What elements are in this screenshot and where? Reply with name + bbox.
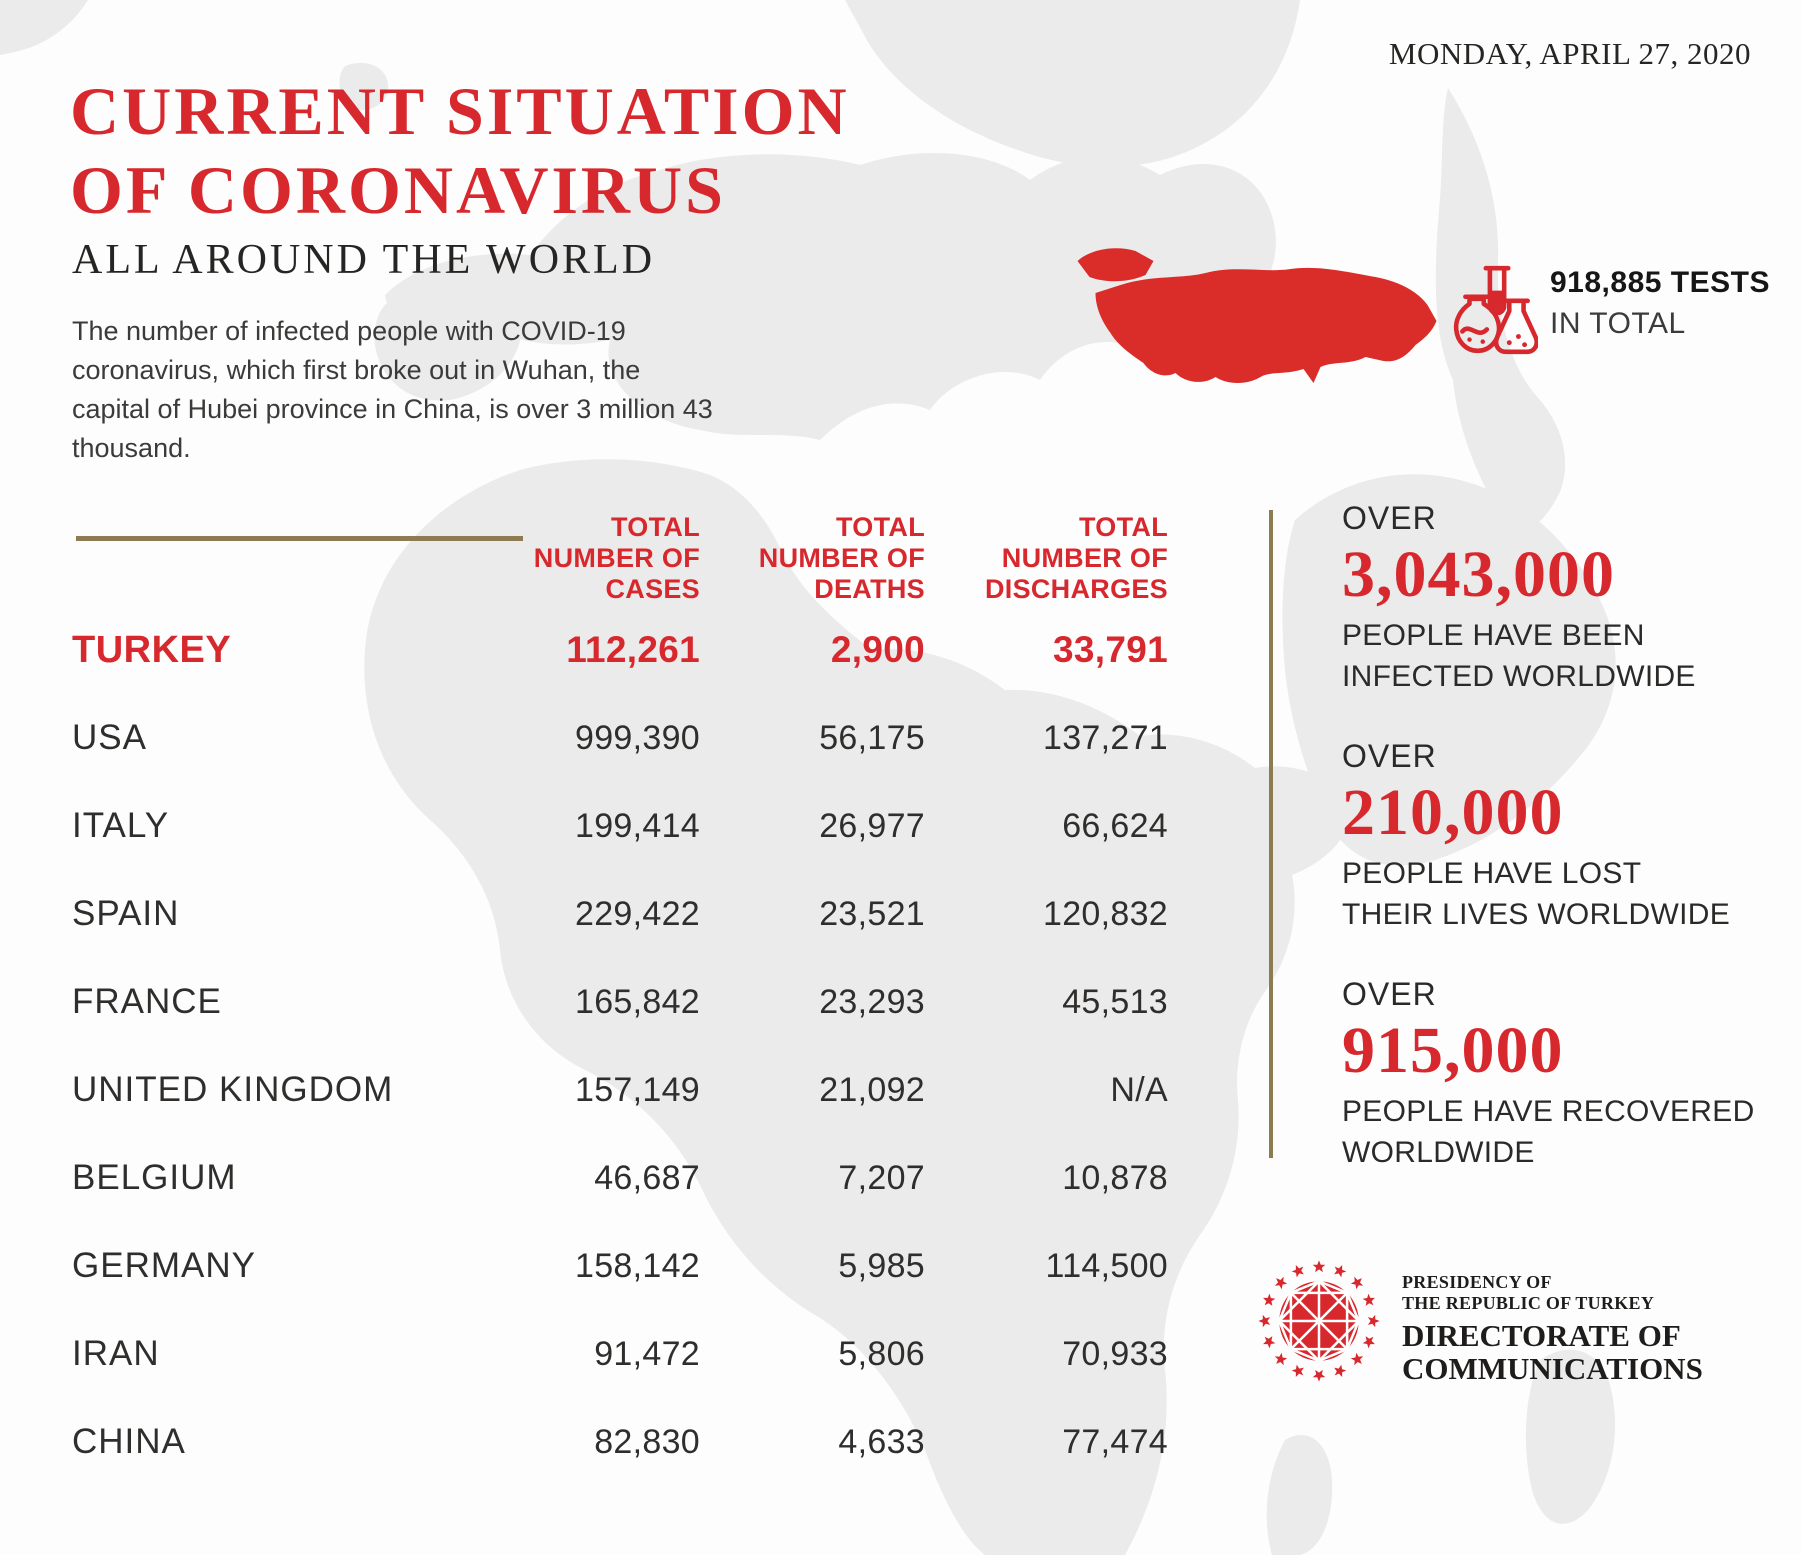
discharges-value: N/A: [1110, 1070, 1168, 1109]
turkey-map: [1077, 248, 1437, 383]
tests-label: IN TOTAL: [1550, 307, 1686, 340]
page-title-line2: OF CORONAVIRUS: [70, 152, 726, 228]
logo-communications-line: COMMUNICATIONS: [1402, 1351, 1703, 1386]
discharges-value: 114,500: [1045, 1246, 1168, 1285]
deaths-value: 7,207: [838, 1158, 925, 1197]
cases-value: 165,842: [574, 982, 700, 1021]
country-name: GERMANY: [72, 1246, 256, 1285]
deaths-value: 2,900: [830, 629, 925, 670]
gold-vertical-rule: [1269, 510, 1273, 1158]
discharges-value: 120,832: [1042, 894, 1168, 933]
discharges-value: 137,271: [1042, 718, 1168, 757]
country-name: BELGIUM: [72, 1158, 237, 1197]
table-header: TOTAL NUMBER OF CASES TOTAL NUMBER OF DE…: [72, 512, 1168, 612]
lab-tests-icon: [1453, 265, 1538, 355]
deaths-value: 5,806: [838, 1334, 925, 1373]
intro-paragraph: The number of infected people with COVID…: [72, 316, 713, 463]
discharges-value: 70,933: [1062, 1334, 1168, 1373]
logo-text: PRESIDENCY OF THE REPUBLIC OF TURKEY DIR…: [1402, 1272, 1703, 1385]
deaths-value: 21,092: [819, 1070, 925, 1109]
stat-description: PEOPLE HAVE RECOVERED WORLDWIDE: [1342, 1095, 1755, 1169]
country-name: UNITED KINGDOM: [72, 1070, 394, 1109]
country-name: SPAIN: [72, 894, 180, 933]
logo-directorate-line: DIRECTORATE OF: [1402, 1318, 1681, 1353]
logo-republic-line: THE REPUBLIC OF TURKEY: [1402, 1293, 1655, 1313]
tests-total: 918,885 TESTS IN TOTAL: [1550, 266, 1770, 341]
cases-value: 157,149: [574, 1070, 700, 1109]
table-row: FRANCE 165,842 23,293 45,513: [72, 958, 1168, 1046]
table-row: TURKEY 112,261 2,900 33,791: [72, 606, 1168, 694]
table-row: IRAN 91,472 5,806 70,933: [72, 1310, 1168, 1398]
table-row: BELGIUM 46,687 7,207 10,878: [72, 1134, 1168, 1222]
discharges-value: 10,878: [1062, 1158, 1168, 1197]
table-rows: TURKEY 112,261 2,900 33,791 USA 999,390 …: [72, 606, 1168, 1486]
cases-value: 46,687: [594, 1158, 700, 1197]
cases-value: 82,830: [594, 1422, 700, 1461]
gold-divider-line: [76, 536, 523, 541]
table-row: USA 999,390 56,175 137,271: [72, 694, 1168, 782]
header-deaths: TOTAL NUMBER OF DEATHS: [758, 512, 925, 604]
presidency-emblem: [1258, 1260, 1380, 1382]
stat-value: 3,043,000: [1342, 538, 1615, 611]
stat-description: PEOPLE HAVE BEEN INFECTED WORLDWIDE: [1342, 619, 1696, 693]
table-row: ITALY 199,414 26,977 66,624: [72, 782, 1168, 870]
deaths-value: 23,521: [819, 894, 925, 933]
table-row: GERMANY 158,142 5,985 114,500: [72, 1222, 1168, 1310]
cases-value: 229,422: [574, 894, 700, 933]
cases-value: 999,390: [574, 718, 700, 757]
stat-deaths: OVER 210,000 PEOPLE HAVE LOST THEIR LIVE…: [1342, 738, 1782, 935]
country-name: CHINA: [72, 1422, 186, 1461]
deaths-value: 5,985: [838, 1246, 925, 1285]
tests-value: 918,885 TESTS: [1550, 266, 1770, 299]
stat-description: PEOPLE HAVE LOST THEIR LIVES WORLDWIDE: [1342, 857, 1731, 931]
deaths-value: 26,977: [819, 806, 925, 845]
deaths-value: 56,175: [819, 718, 925, 757]
country-name: FRANCE: [72, 982, 222, 1021]
page-title: CURRENT SITUATION OF CORONAVIRUS: [70, 72, 850, 230]
stat-infected: OVER 3,043,000 PEOPLE HAVE BEEN INFECTED…: [1342, 500, 1782, 697]
page-subtitle: ALL AROUND THE WORLD: [72, 237, 656, 283]
cases-value: 112,261: [566, 629, 700, 670]
cases-value: 199,414: [574, 806, 700, 845]
country-name: IRAN: [72, 1334, 160, 1373]
stat-over-label: OVER: [1342, 500, 1437, 536]
header-cases: TOTAL NUMBER OF CASES: [533, 512, 700, 604]
logo-presidency-line: PRESIDENCY OF: [1402, 1272, 1552, 1292]
table-row: SPAIN 229,422 23,521 120,832: [72, 870, 1168, 958]
stat-over-label: OVER: [1342, 976, 1437, 1012]
deaths-value: 23,293: [819, 982, 925, 1021]
discharges-value: 66,624: [1062, 806, 1168, 845]
page-title-line1: CURRENT SITUATION: [70, 73, 850, 149]
country-name: USA: [72, 718, 147, 757]
date: MONDAY, APRIL 27, 2020: [1388, 36, 1751, 71]
discharges-value: 33,791: [1053, 629, 1168, 670]
table-row: UNITED KINGDOM 157,149 21,092 N/A: [72, 1046, 1168, 1134]
deaths-value: 4,633: [838, 1422, 925, 1461]
country-name: TURKEY: [72, 628, 232, 671]
country-name: ITALY: [72, 806, 170, 845]
cases-value: 158,142: [574, 1246, 700, 1285]
table-row: CHINA 82,830 4,633 77,474: [72, 1398, 1168, 1486]
stat-over-label: OVER: [1342, 738, 1437, 774]
header-discharges: TOTAL NUMBER OF DISCHARGES: [984, 512, 1168, 604]
stat-value: 210,000: [1342, 776, 1564, 849]
cases-value: 91,472: [594, 1334, 700, 1373]
stat-recovered: OVER 915,000 PEOPLE HAVE RECOVERED WORLD…: [1342, 976, 1782, 1173]
discharges-value: 77,474: [1062, 1422, 1168, 1461]
stat-value: 915,000: [1342, 1014, 1564, 1087]
discharges-value: 45,513: [1062, 982, 1168, 1021]
